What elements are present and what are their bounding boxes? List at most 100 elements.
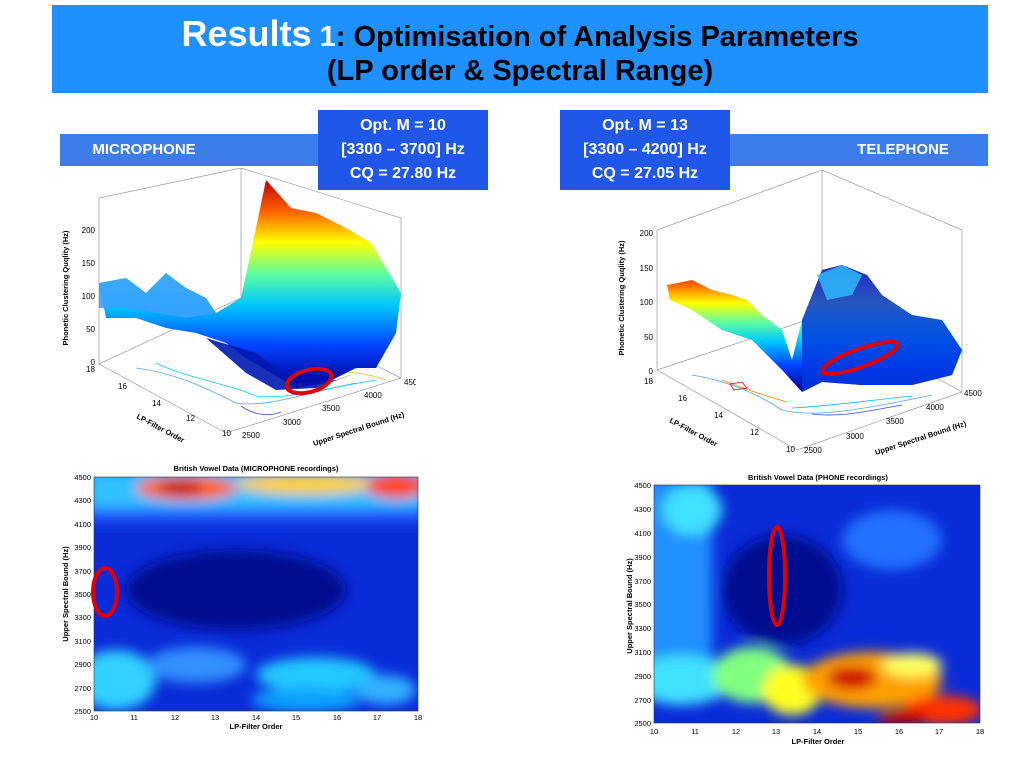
phone-heatmap-field	[654, 485, 980, 723]
mic-surface	[99, 180, 401, 390]
svg-text:18: 18	[86, 365, 95, 374]
svg-text:3900: 3900	[634, 553, 651, 562]
phone-opt-cq: CQ = 27.05 Hz	[591, 165, 699, 182]
svg-text:4000: 4000	[364, 391, 382, 400]
svg-text:3300: 3300	[74, 613, 91, 622]
svg-text:4100: 4100	[634, 529, 651, 538]
svg-text:12: 12	[171, 713, 179, 722]
svg-text:3500: 3500	[886, 417, 904, 426]
phone-heatmap-y-ticks: 4500 4300 4100 3900 3700 3500 3300 3100 …	[634, 481, 651, 728]
mic-heatmap-title: British Vowel Data (MICROPHONE recording…	[174, 464, 339, 473]
telephone-label: TELEPHONE	[818, 134, 988, 166]
title-banner: Results 1: Optimisation of Analysis Para…	[52, 5, 988, 93]
svg-text:14: 14	[152, 399, 161, 408]
mic-spec-ticks: 2500 3000 3500 4000 4500	[242, 378, 416, 440]
svg-text:3100: 3100	[634, 648, 651, 657]
title-line-2: (LP order & Spectral Range)	[326, 55, 714, 87]
svg-text:14: 14	[813, 727, 821, 736]
svg-text:3500: 3500	[74, 590, 91, 599]
mic-opt-cq: CQ = 27.80 Hz	[349, 165, 457, 182]
svg-text:4500: 4500	[404, 378, 416, 387]
svg-text:150: 150	[640, 264, 654, 273]
phone-heatmap-title: British Vowel Data (PHONE recordings)	[748, 473, 888, 482]
svg-text:2500: 2500	[242, 431, 260, 440]
svg-text:150: 150	[82, 259, 96, 268]
phone-optimum-marker	[820, 339, 900, 377]
phone-z-ticks: 200 150 100 50 0	[640, 229, 654, 376]
svg-text:4000: 4000	[926, 403, 944, 412]
mic-heatmap: British Vowel Data (MICROPHONE recording…	[61, 464, 422, 731]
telephone-label-bar	[730, 134, 818, 166]
svg-text:0: 0	[649, 367, 654, 376]
mic-opt-m: Opt. M = 10	[360, 117, 446, 134]
svg-text:4300: 4300	[74, 496, 91, 505]
svg-text:14: 14	[714, 411, 723, 420]
title-line-1: Results 1: Optimisation of Analysis Para…	[52, 13, 988, 55]
svg-text:4300: 4300	[634, 505, 651, 514]
svg-text:3000: 3000	[846, 432, 864, 441]
svg-text:3100: 3100	[74, 637, 91, 646]
phone-surface-plot: 200 150 100 50 0 Phonetic Clustering Quq…	[617, 170, 982, 457]
svg-text:11: 11	[691, 727, 699, 736]
svg-text:3700: 3700	[634, 577, 651, 586]
svg-text:2700: 2700	[74, 684, 91, 693]
svg-text:3500: 3500	[322, 404, 340, 413]
phone-heatmap-x-label: LP-Filter Order	[792, 737, 845, 746]
svg-text:12: 12	[750, 428, 759, 437]
svg-text:17: 17	[935, 727, 943, 736]
mic-heatmap-field	[94, 477, 418, 711]
mic-heatmap-y-ticks: 4500 4300 4100 3900 3700 3500 3300 3100 …	[74, 473, 91, 716]
svg-text:16: 16	[118, 382, 127, 391]
svg-text:3500: 3500	[634, 600, 651, 609]
svg-text:2900: 2900	[634, 672, 651, 681]
svg-text:13: 13	[211, 713, 219, 722]
svg-text:16: 16	[333, 713, 341, 722]
phone-contour-floor	[691, 374, 933, 416]
phone-surface	[667, 265, 962, 392]
svg-text:11: 11	[130, 713, 138, 722]
phone-heatmap-marker	[767, 525, 787, 627]
svg-text:3900: 3900	[74, 543, 91, 552]
title-results: Results	[181, 13, 312, 54]
mic-heatmap-y-label: Upper Spectral Bound (Hz)	[61, 546, 70, 642]
mic-lp-ticks: 18 16 14 12 10	[86, 365, 231, 438]
mic-opt-range: [3300 – 3700] Hz	[341, 141, 465, 158]
svg-text:200: 200	[82, 226, 96, 235]
mic-surface-plot: 200 150 100 50 0 Phonetic Clustering Quq…	[61, 168, 416, 448]
svg-text:10: 10	[650, 727, 658, 736]
svg-text:15: 15	[854, 727, 862, 736]
mic-heatmap-x-ticks: 10 11 12 13 14 15 16 17 18	[90, 713, 422, 722]
mic-lp-label: LP-Filter Order	[135, 412, 186, 445]
svg-text:10: 10	[90, 713, 98, 722]
svg-text:50: 50	[86, 325, 95, 334]
mic-z-label: Phonetic Clustering Quqlity (Hz)	[61, 230, 70, 346]
microphone-label: MICROPHONE	[60, 134, 228, 166]
mic-optimum-box: Opt. M = 10 [3300 – 3700] Hz CQ = 27.80 …	[318, 110, 488, 190]
svg-text:12: 12	[186, 414, 195, 423]
svg-text:2700: 2700	[634, 696, 651, 705]
phone-lp-label: LP-Filter Order	[668, 416, 719, 449]
title-text: : Optimisation of Analysis Parameters	[335, 21, 859, 53]
svg-text:4500: 4500	[74, 473, 91, 482]
svg-text:10: 10	[786, 445, 795, 454]
mic-spec-label: Upper Spectral Bound (Hz)	[312, 410, 406, 448]
mic-heatmap-marker	[91, 566, 119, 618]
svg-text:0: 0	[91, 358, 96, 367]
svg-text:18: 18	[414, 713, 422, 722]
microphone-label-bar	[228, 134, 318, 166]
svg-text:15: 15	[292, 713, 300, 722]
svg-text:2500: 2500	[74, 707, 91, 716]
svg-text:4500: 4500	[964, 389, 982, 398]
title-number: 1	[319, 21, 336, 53]
svg-text:3300: 3300	[634, 624, 651, 633]
svg-text:2500: 2500	[804, 446, 822, 455]
svg-text:13: 13	[772, 727, 780, 736]
svg-text:100: 100	[640, 298, 654, 307]
phone-heatmap-x-ticks: 10 11 12 13 14 15 16 17 18	[650, 727, 984, 736]
svg-text:12: 12	[732, 727, 740, 736]
phone-heatmap: British Vowel Data (PHONE recordings) 45…	[625, 473, 984, 746]
svg-text:100: 100	[82, 292, 96, 301]
svg-text:2500: 2500	[634, 719, 651, 728]
phone-heatmap-y-label: Upper Spectral Bound (Hz)	[625, 558, 634, 654]
mic-optimum-marker	[284, 366, 334, 396]
